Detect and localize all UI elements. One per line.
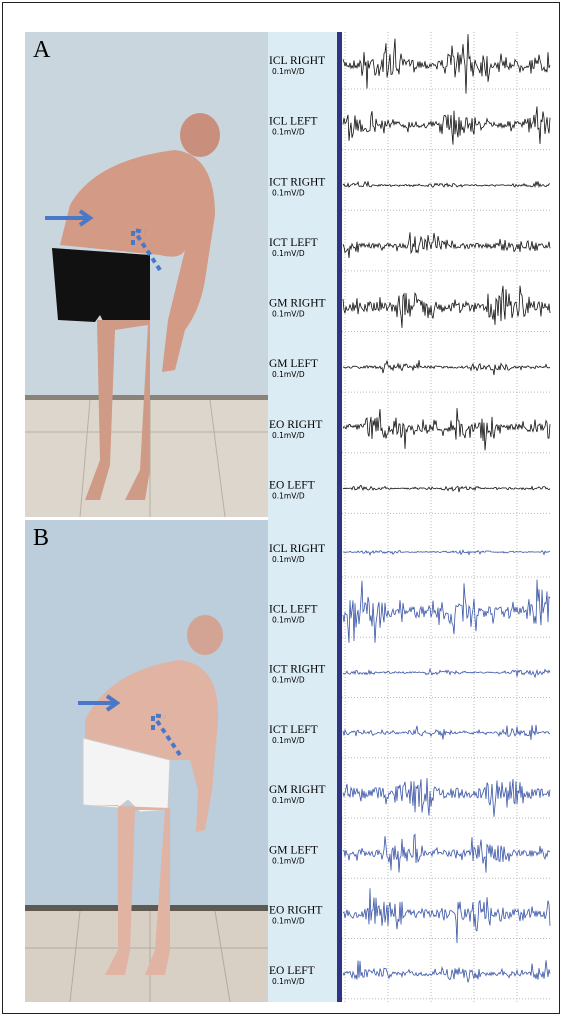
channel-scale: 0.1mV/D: [272, 676, 305, 685]
channel-name: EO LEFT: [269, 965, 315, 977]
channel-scale: 0.1mV/D: [272, 977, 305, 986]
channel-name: ICL LEFT: [269, 116, 317, 128]
channel-scale: 0.1mV/D: [272, 431, 305, 440]
channel-name: ICL LEFT: [269, 603, 317, 615]
channel-scale: 0.1mV/D: [272, 796, 305, 805]
channel-name: GM RIGHT: [269, 784, 326, 796]
divider: [337, 32, 342, 1002]
channel-name: ICT RIGHT: [269, 176, 325, 188]
channel-scale: 0.1mV/D: [272, 249, 305, 258]
channel-name: EO LEFT: [269, 479, 315, 491]
channel-scale: 0.1mV/D: [272, 370, 305, 379]
channel-name: ICT RIGHT: [269, 664, 325, 676]
channel-name: GM LEFT: [269, 358, 318, 370]
channel-name: ICT LEFT: [269, 237, 318, 249]
figure: AICL RIGHT0.1mV/DICL LEFT0.1mV/DICT RIGH…: [0, 0, 562, 1016]
channel-name: ICL RIGHT: [269, 543, 325, 555]
channel-name: EO RIGHT: [269, 419, 322, 431]
channel-scale: 0.1mV/D: [272, 856, 305, 865]
channel-name: EO RIGHT: [269, 905, 322, 917]
channel-name: ICT LEFT: [269, 724, 318, 736]
channel-scale: 0.1mV/D: [272, 736, 305, 745]
channel-scale: 0.1mV/D: [272, 188, 305, 197]
channel-name: GM RIGHT: [269, 298, 326, 310]
channel-scale: 0.1mV/D: [272, 310, 305, 319]
channel-scale: 0.1mV/D: [272, 555, 305, 564]
channel-scale: 0.1mV/D: [272, 615, 305, 624]
channel-name: GM LEFT: [269, 844, 318, 856]
channel-scale: 0.1mV/D: [272, 917, 305, 926]
channel-scale: 0.1mV/D: [272, 491, 305, 500]
channel-name: ICL RIGHT: [269, 55, 325, 67]
photo-b: [25, 520, 268, 1002]
panel-label: A: [33, 37, 51, 63]
photo-a: [25, 32, 268, 517]
panel-label: B: [33, 525, 49, 551]
channel-scale: 0.1mV/D: [272, 128, 305, 137]
channel-scale: 0.1mV/D: [272, 67, 305, 76]
